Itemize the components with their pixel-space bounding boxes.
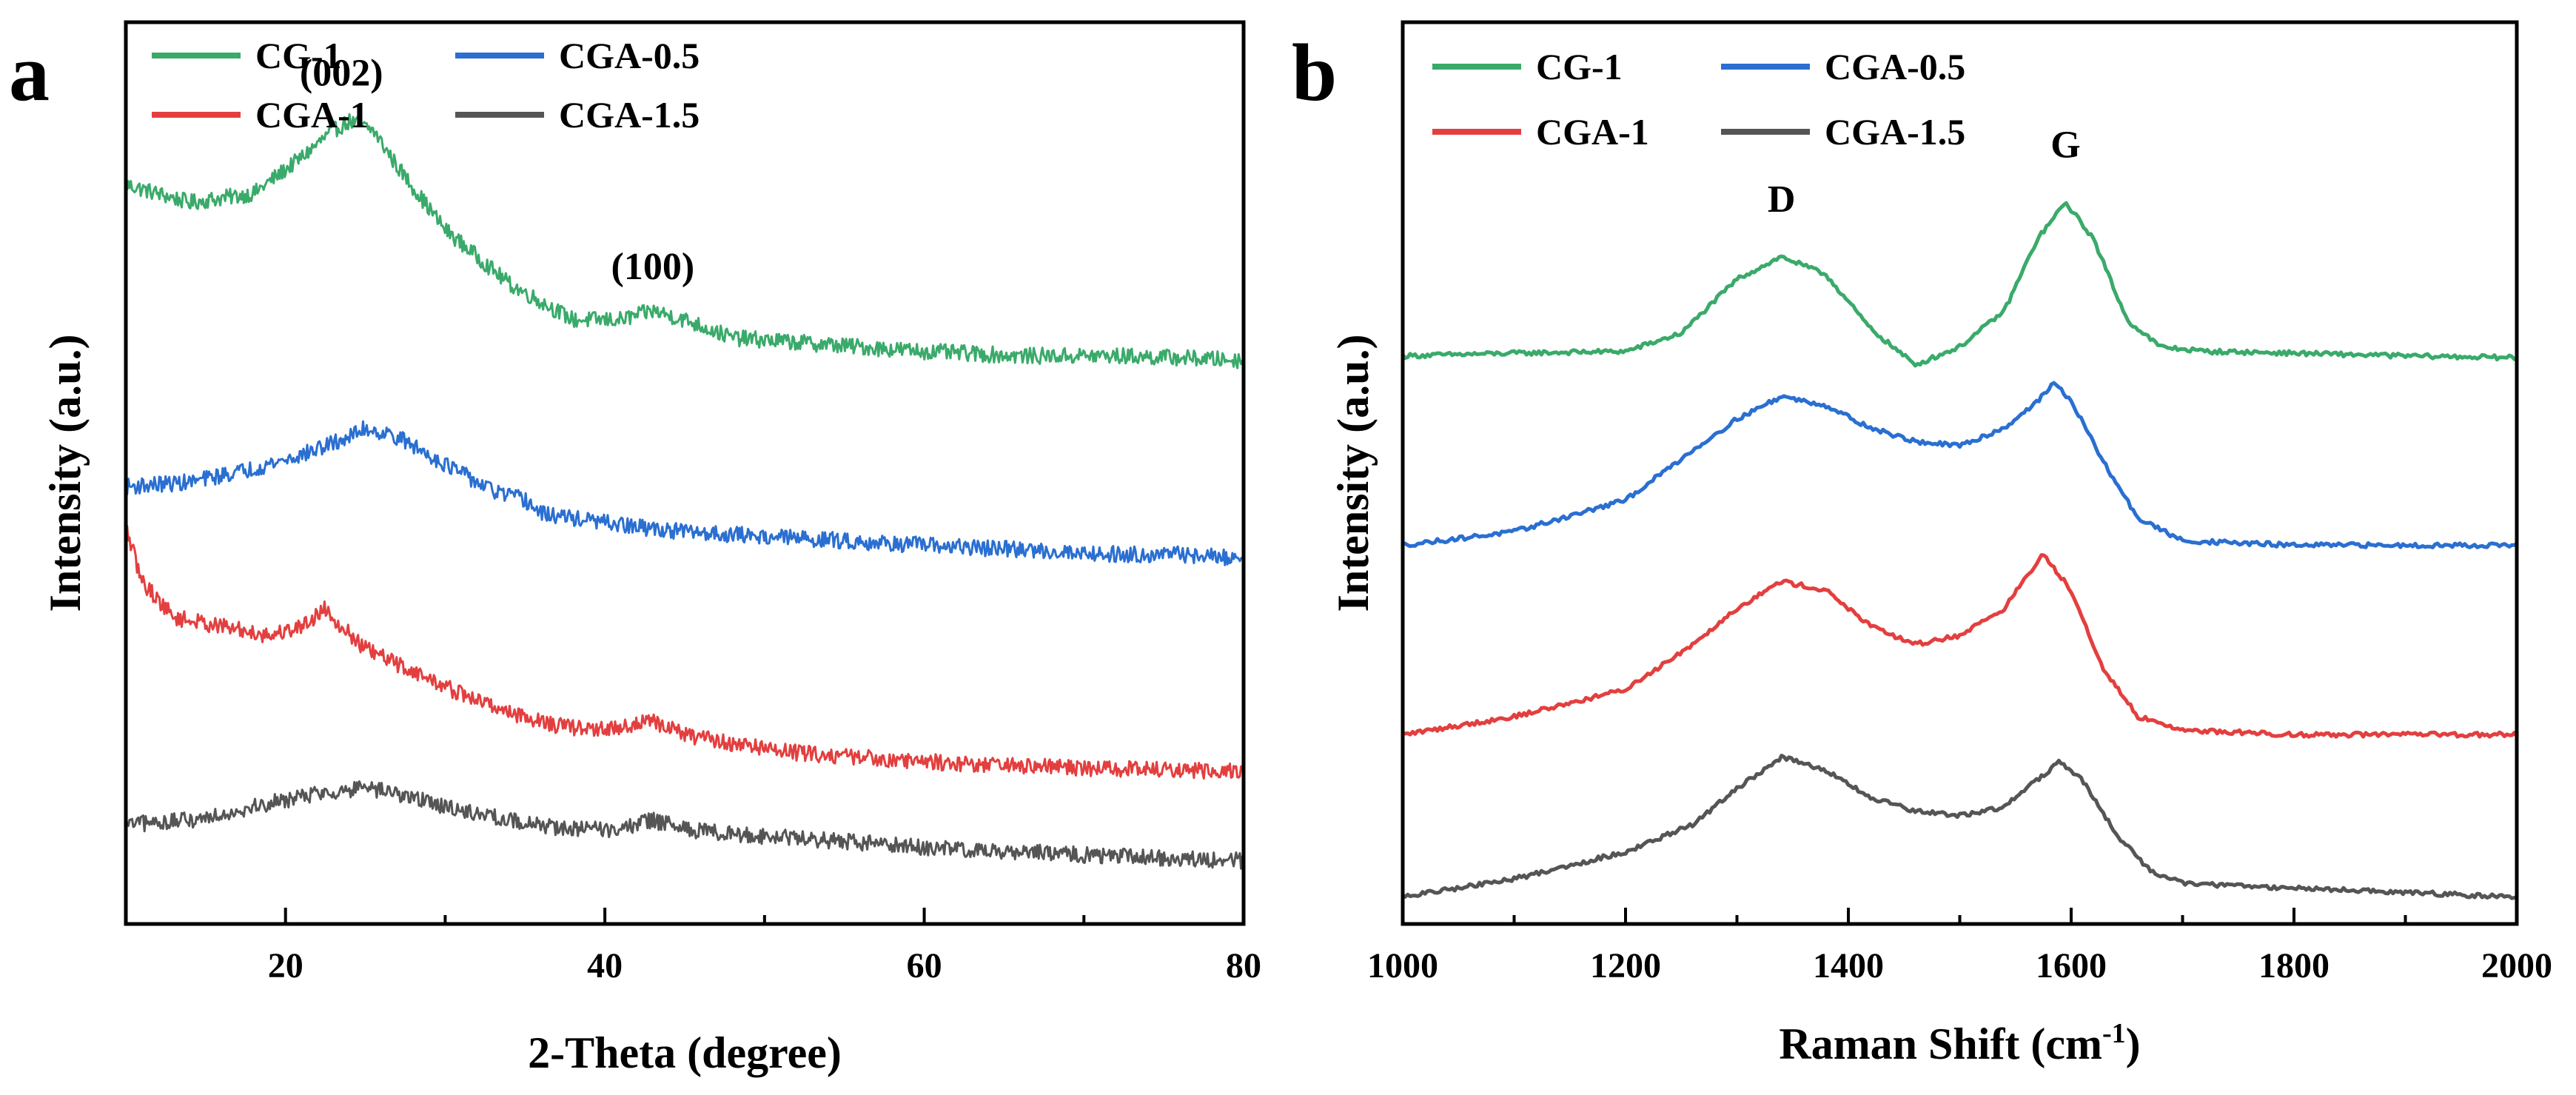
series-line-b-cga-1 bbox=[1402, 553, 2519, 739]
y-axis-title-b: Intensity (a.u.) bbox=[1329, 334, 1378, 612]
x-tick-label-b: 1600 bbox=[2036, 946, 2107, 985]
peak-annotation-b: D bbox=[1768, 178, 1796, 221]
x-tick-label-b: 1400 bbox=[1813, 946, 1884, 985]
series-line-b-cga-1-5 bbox=[1401, 754, 2518, 900]
legend-label-a: CG-1 bbox=[255, 35, 342, 76]
legend-label-b: CGA-1 bbox=[1536, 111, 1649, 153]
panel-label-a: a bbox=[9, 27, 50, 118]
x-tick-label-a: 40 bbox=[587, 946, 623, 985]
x-tick-label-b: 1000 bbox=[1367, 946, 1438, 985]
series-line-b-cg-1 bbox=[1401, 201, 2518, 368]
legend-label-a: CGA-1.5 bbox=[559, 94, 700, 135]
x-axis-title-a: 2-Theta (degree) bbox=[528, 1028, 842, 1077]
x-axis-title-b: Raman Shift (cm-1) bbox=[1779, 1018, 2140, 1068]
x-tick-label-a: 80 bbox=[1226, 946, 1261, 985]
x-tick-label-b: 2000 bbox=[2481, 946, 2552, 985]
panel-label-b: b bbox=[1292, 27, 1337, 118]
legend-label-b: CG-1 bbox=[1536, 46, 1623, 87]
series-line-a-cg-1 bbox=[124, 113, 1245, 369]
x-tick-label-b: 1800 bbox=[2258, 946, 2330, 985]
panel-b: 1000 1200 1400 1600 1800 2000 Raman Shift (cm-… bbox=[1329, 20, 2552, 1068]
y-axis-title-a: Intensity (a.u.) bbox=[41, 334, 90, 612]
legend-label-b: CGA-1.5 bbox=[1825, 111, 1965, 153]
x-tick-label-a: 60 bbox=[907, 946, 942, 985]
peak-annotation-a: (002) bbox=[300, 52, 383, 94]
plot-frame-a bbox=[124, 20, 1246, 926]
peak-annotation-a: (100) bbox=[611, 246, 695, 288]
legend-label-a: CGA-0.5 bbox=[559, 35, 700, 76]
series-line-a-cga-1 bbox=[124, 523, 1245, 780]
peak-annotation-b: G bbox=[2050, 124, 2080, 167]
legend-label-a: CGA-1 bbox=[255, 94, 369, 135]
series-line-a-cga-0-5 bbox=[124, 420, 1244, 566]
legend-label-b: CGA-0.5 bbox=[1825, 46, 1965, 87]
panel-a: 20 40 60 80 2-Theta (degree) Intensity (a.u.)… bbox=[41, 20, 1261, 1077]
x-tick-label-a: 20 bbox=[268, 946, 303, 985]
x-tick-label-b: 1200 bbox=[1590, 946, 1661, 985]
series-line-b-cga-0-5 bbox=[1402, 381, 2518, 549]
series-line-a-cga-1-5 bbox=[124, 780, 1245, 870]
